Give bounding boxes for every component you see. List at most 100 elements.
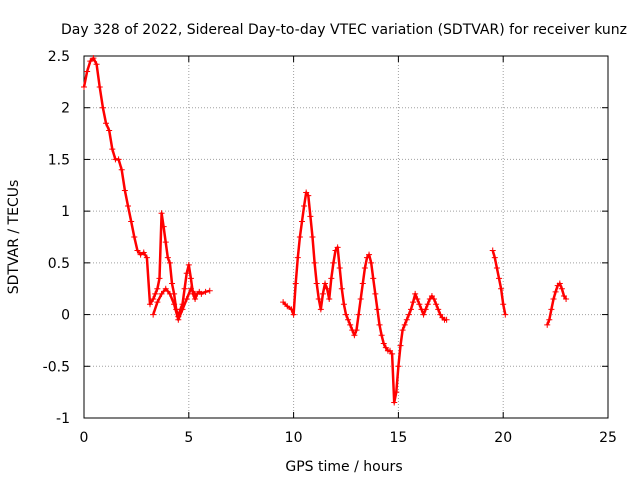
data-point-marker <box>118 166 125 173</box>
data-point-marker <box>558 285 565 292</box>
data-point-marker <box>407 306 414 313</box>
data-point-marker <box>150 296 157 303</box>
data-point-marker <box>317 306 324 313</box>
y-axis-label: SDTVAR / TECUs <box>6 180 22 295</box>
x-tick-label: 10 <box>285 430 303 446</box>
data-point-marker <box>424 301 431 308</box>
y-tick-label: -1 <box>56 411 70 427</box>
data-point-marker <box>345 316 352 323</box>
data-point-marker <box>311 259 318 266</box>
x-tick-label: 5 <box>184 430 193 446</box>
data-point-marker <box>353 327 360 334</box>
data-point-marker <box>563 296 570 303</box>
data-point-marker <box>162 285 169 292</box>
data-point-marker <box>109 146 116 153</box>
data-point-marker <box>370 275 377 282</box>
data-point-marker <box>307 213 314 220</box>
data-point-marker <box>355 311 362 318</box>
data-point-marker <box>420 311 427 318</box>
data-point-marker <box>500 301 507 308</box>
data-point-marker <box>493 265 500 272</box>
data-point-marker <box>290 311 297 318</box>
data-point-marker <box>309 234 316 240</box>
series-segment-5 <box>544 280 570 328</box>
data-point-marker <box>137 251 144 258</box>
data-point-marker <box>313 280 320 287</box>
data-point-marker <box>206 287 213 294</box>
data-point-marker <box>397 342 404 349</box>
data-point-marker <box>284 303 291 310</box>
data-point-marker <box>326 296 333 303</box>
grid <box>84 56 608 418</box>
data-point-marker <box>332 247 339 254</box>
series-trace <box>546 282 568 326</box>
series-segment-4 <box>489 247 509 318</box>
data-point-marker <box>368 259 375 266</box>
data-point-marker <box>164 254 171 261</box>
data-series <box>81 55 570 406</box>
y-tick-labels: 2.5 2 1.5 1 0.5 0 -0.5 -1 <box>43 49 70 427</box>
data-point-marker <box>393 389 400 396</box>
data-point-marker <box>336 265 343 272</box>
data-point-marker <box>544 321 551 328</box>
data-point-marker <box>343 311 349 318</box>
data-point-marker <box>169 280 176 287</box>
data-point-marker <box>288 306 295 313</box>
data-point-marker <box>140 249 147 256</box>
data-point-marker <box>202 288 209 295</box>
data-point-marker <box>546 316 553 323</box>
data-point-marker <box>171 301 178 308</box>
data-point-marker <box>502 311 509 318</box>
data-point-marker <box>437 311 444 318</box>
data-point-marker <box>399 327 406 334</box>
data-point-marker <box>347 321 354 328</box>
data-point-marker <box>359 280 366 287</box>
data-point-marker <box>433 301 440 308</box>
data-point-marker <box>175 316 182 323</box>
data-point-marker <box>280 299 287 306</box>
data-point-marker <box>128 218 135 225</box>
data-point-marker <box>294 254 301 261</box>
data-point-marker <box>156 275 163 282</box>
data-point-marker <box>147 301 154 308</box>
series-segment-2 <box>150 285 199 323</box>
data-point-marker <box>303 189 310 196</box>
data-point-marker <box>121 187 128 194</box>
data-point-marker <box>179 306 186 313</box>
data-point-marker <box>443 316 450 323</box>
data-point-marker <box>183 296 190 303</box>
data-point-marker <box>416 301 423 308</box>
data-point-marker <box>162 239 169 246</box>
data-point-marker <box>361 265 368 272</box>
data-point-marker <box>431 296 438 303</box>
data-point-marker <box>548 306 555 313</box>
data-point-marker <box>372 290 379 297</box>
data-point-marker <box>90 55 97 62</box>
data-point-marker <box>376 321 383 328</box>
data-point-marker <box>301 202 308 209</box>
data-point-marker <box>154 285 161 292</box>
data-point-marker <box>84 68 91 75</box>
y-tick-label: 0 <box>61 308 70 324</box>
data-point-marker <box>405 311 412 318</box>
data-point-marker <box>160 223 167 230</box>
data-point-marker <box>340 301 347 308</box>
series-segment-3 <box>280 189 450 406</box>
data-point-marker <box>412 290 419 297</box>
data-point-marker <box>403 316 410 323</box>
y-tick-label: 2 <box>61 101 70 117</box>
data-point-marker <box>556 280 563 287</box>
data-point-marker <box>143 254 150 261</box>
data-point-marker <box>357 296 364 303</box>
y-tick-label: 1.5 <box>48 152 70 168</box>
data-point-marker <box>187 285 194 292</box>
data-point-marker <box>391 399 398 406</box>
data-point-marker <box>491 254 498 261</box>
data-point-marker <box>363 254 370 261</box>
data-point-marker <box>158 210 165 217</box>
data-point-marker <box>198 290 205 297</box>
data-point-marker <box>374 306 381 313</box>
x-tick-labels: 0 5 10 15 20 25 <box>80 430 617 446</box>
data-point-marker <box>298 218 305 225</box>
data-point-marker <box>330 259 337 266</box>
